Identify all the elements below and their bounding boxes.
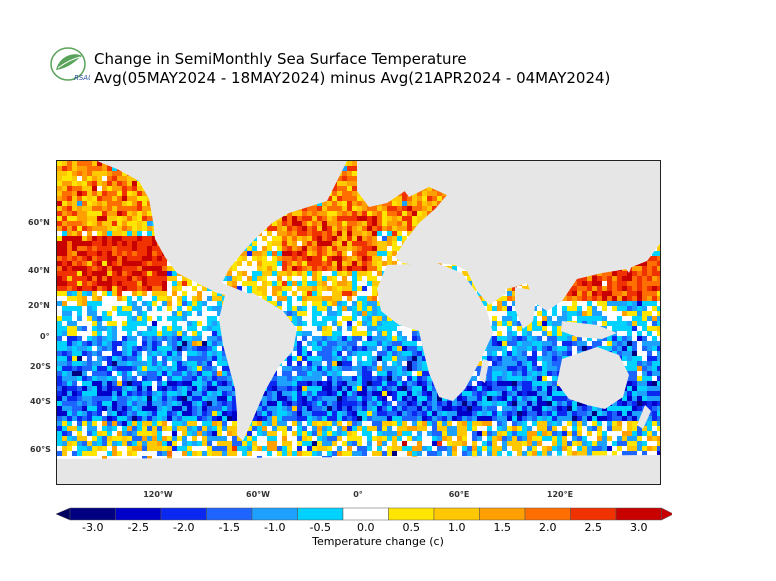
eurasia (387, 161, 660, 311)
lon-label-120e: 120°E (546, 490, 574, 499)
colorbar-swatch (297, 507, 344, 521)
map-subtitle: Avg(05MAY2024 - 18MAY2024) minus Avg(21A… (94, 69, 611, 87)
colorbar-title: Temperature change (c) (312, 535, 444, 548)
colorbar-tick-label: 1.0 (448, 521, 466, 534)
colorbar-tick-label: 3.0 (630, 521, 648, 534)
colorbar-tick-label: -1.5 (218, 521, 240, 534)
colorbar-swatch (433, 507, 480, 521)
colorbar-high-arrow (661, 507, 672, 521)
colorbar-tick-label: -0.5 (309, 521, 331, 534)
south-america (219, 293, 297, 441)
new-zealand (637, 405, 651, 429)
colorbar-low-arrow (56, 507, 71, 521)
colorbar-swatch (160, 507, 207, 521)
colorbar-swatch (115, 507, 162, 521)
colorbar-swatch (479, 507, 526, 521)
colorbar-swatch (251, 507, 298, 521)
colorbar-tick-label: 2.0 (539, 521, 557, 534)
japan (623, 249, 635, 273)
australia (557, 347, 629, 409)
lat-label-0: 0° (40, 332, 50, 341)
colorbar-tick-label: -1.0 (264, 521, 286, 534)
colorbar-swatch (570, 507, 617, 521)
indonesia (561, 321, 617, 339)
map-canvas (57, 161, 660, 484)
lon-label-0: 0° (353, 490, 363, 499)
colorbar-swatch (69, 507, 116, 521)
lat-label-60s: 60°S (30, 445, 51, 454)
lon-label-60w: 60°W (246, 490, 270, 499)
lat-label-60n: 60°N (28, 218, 50, 227)
sst-change-map (56, 160, 661, 485)
colorbar-tick-label: 0.0 (357, 521, 375, 534)
africa (377, 263, 493, 401)
colorbar-swatch (615, 507, 662, 521)
rsau-logo: RSAU (48, 46, 93, 84)
colorbar-swatch (342, 507, 389, 521)
lat-label-20s: 20°S (30, 362, 51, 371)
lat-label-40s: 40°S (30, 397, 51, 406)
colorbar-tick-label: -2.5 (127, 521, 149, 534)
colorbar-tick-label: 1.5 (493, 521, 512, 534)
lat-label-40n: 40°N (28, 266, 50, 275)
colorbar-swatch (388, 507, 435, 521)
colorbar-swatch (524, 507, 571, 521)
antarctica (57, 455, 660, 484)
madagascar (479, 359, 489, 383)
lat-label-20n: 20°N (28, 301, 50, 310)
colorbar-tick-label: 2.5 (584, 521, 603, 534)
colorbar (56, 507, 672, 521)
lon-label-120w: 120°W (143, 490, 173, 499)
logo-text: RSAU (74, 74, 90, 82)
colorbar-tick-label: -3.0 (82, 521, 104, 534)
india (515, 287, 537, 329)
north-america (97, 161, 347, 297)
title-block: Change in SemiMonthly Sea Surface Temper… (94, 50, 610, 88)
map-title: Change in SemiMonthly Sea Surface Temper… (94, 50, 467, 68)
lon-label-60e: 60°E (448, 490, 470, 499)
colorbar-tick-label: 0.5 (402, 521, 421, 534)
colorbar-swatch (206, 507, 253, 521)
continents (57, 161, 660, 484)
arabia (467, 271, 507, 305)
colorbar-tick-label: -2.0 (173, 521, 195, 534)
